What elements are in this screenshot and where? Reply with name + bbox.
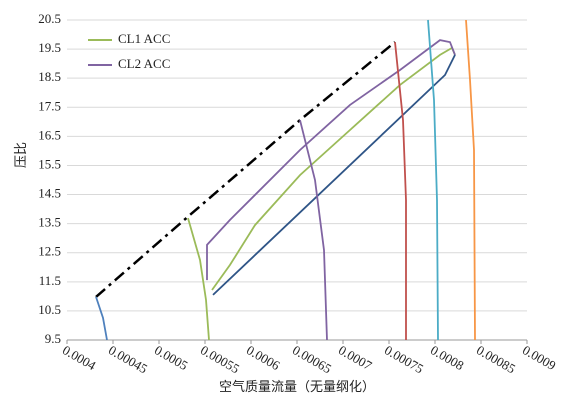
series-line [95,296,108,341]
x-tick-label: 0.0008 [428,342,466,373]
y-tick-label: 9.5 [45,331,61,346]
x-tick-label: 0.00085 [474,342,518,376]
x-tick-label: 0.0007 [336,342,375,373]
y-tick-label: 12.5 [38,244,61,259]
series-line [211,46,456,291]
legend-label: CL2 ACC [118,56,170,71]
x-tick-label: 0.00065 [290,342,334,376]
y-tick-label: 20.5 [38,11,61,26]
x-tick-label: 0.0005 [152,342,190,373]
x-tick-label: 0.00055 [198,342,242,376]
y-tick-label: 11.5 [39,273,61,288]
y-tick-label: 18.5 [38,69,61,84]
y-tick-label: 10.5 [38,302,61,317]
x-tick-label: 0.00075 [382,342,426,376]
x-tick-label: 0.0004 [60,342,99,373]
y-tick-label: 15.5 [38,156,61,171]
y-axis-label: 压比 [13,142,28,168]
series-line [299,119,328,341]
series-line [465,19,476,341]
series-line [187,217,210,341]
y-tick-label: 19.5 [38,40,61,55]
x-axis-label: 空气质量流量（无量纲化） [219,379,375,394]
y-tick-label: 13.5 [38,215,61,230]
y-tick-label: 14.5 [38,186,61,201]
series-line [212,54,456,296]
y-tick-label: 17.5 [38,98,61,113]
series-line [206,39,456,281]
series-line [427,19,439,341]
x-tick-label: 0.0006 [244,342,283,373]
x-tick-label: 0.0009 [520,342,558,373]
series-line [95,41,396,298]
x-tick-label: 0.00045 [106,342,150,376]
series-line [394,42,407,340]
legend-label: CL1 ACC [118,31,170,46]
y-tick-label: 16.5 [38,127,61,142]
